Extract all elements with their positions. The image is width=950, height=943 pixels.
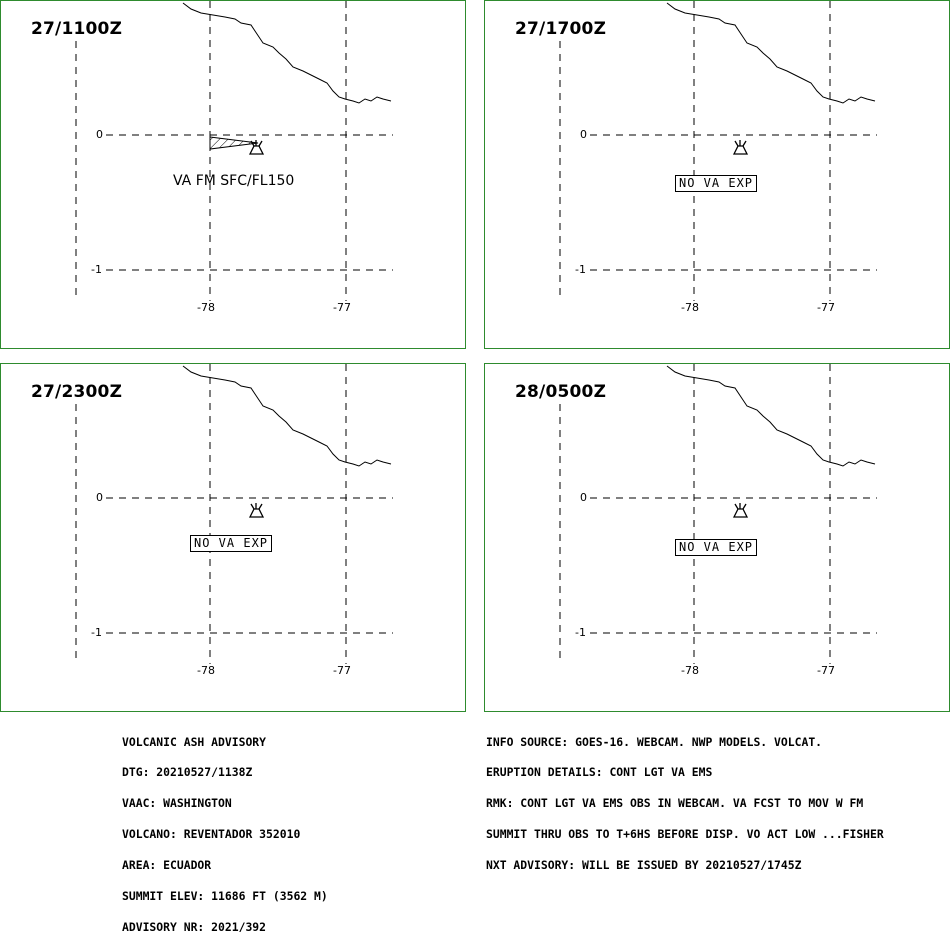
lat-label-0: 0 [96, 128, 103, 141]
panel-time: 28/0500Z [515, 382, 607, 402]
lon-label-77: -77 [817, 301, 835, 314]
forecast-panel-1: 27/1100Z 0 -1 -78 -77 VA FM SFC/FL150 [0, 0, 466, 349]
next-advisory: NXT ADVISORY: WILL BE ISSUED BY 20210527… [486, 858, 802, 873]
coastline [666, 2, 876, 104]
lon-label-78: -78 [681, 664, 699, 677]
advisory-number: ADVISORY NR: 2021/392 [122, 919, 267, 934]
coastline [182, 2, 392, 104]
panel-time: 27/1700Z [515, 19, 607, 39]
graticule [559, 364, 877, 664]
coastline [182, 365, 392, 467]
map-graphics [559, 364, 877, 664]
eruption-details: ERUPTION DETAILS: CONT LGT VA EMS [486, 765, 713, 780]
lat-label-1: -1 [91, 626, 102, 639]
no-va-expected-box: NO VA EXP [675, 175, 758, 192]
advisory-area: AREA: ECUADOR [122, 858, 212, 873]
forecast-panel-2: 27/1700Z 0 -1 -78 -77 NO VA EXP [484, 0, 950, 349]
remarks-line-1: RMK: CONT LGT VA EMS OBS IN WEBCAM. VA F… [486, 796, 864, 811]
graticule [75, 364, 393, 664]
lon-label-77: -77 [333, 664, 351, 677]
advisory-header-block: VOLCANIC ASH ADVISORY DTG: 20210527/1138… [122, 716, 328, 943]
lat-label-0: 0 [580, 128, 587, 141]
lon-label-78: -78 [197, 301, 215, 314]
ash-forecast-label: VA FM SFC/FL150 [173, 173, 295, 189]
panel-time: 27/2300Z [31, 382, 123, 402]
forecast-panel-4: 28/0500Z 0 -1 -78 -77 NO VA EXP [484, 363, 950, 712]
lat-label-1: -1 [91, 263, 102, 276]
volcano-icon [248, 503, 265, 518]
volcano-icon [732, 140, 749, 155]
graticule [559, 1, 877, 301]
advisory-summit-elev: SUMMIT ELEV: 11686 FT (3562 M) [122, 889, 328, 904]
no-va-expected-box: NO VA EXP [190, 535, 273, 552]
lat-label-1: -1 [575, 263, 586, 276]
info-source: INFO SOURCE: GOES-16. WEBCAM. NWP MODELS… [486, 734, 823, 749]
forecast-panel-3: 27/2300Z 0 -1 -78 -77 NO VA EXP [0, 363, 466, 712]
advisory-details-block: INFO SOURCE: GOES-16. WEBCAM. NWP MODELS… [486, 716, 884, 881]
map-graphics [559, 1, 877, 301]
map-graphics [75, 364, 393, 664]
map-graphics [75, 1, 393, 301]
no-va-expected-box: NO VA EXP [675, 539, 758, 556]
volcano-icon [732, 503, 749, 518]
graticule [75, 1, 393, 301]
lon-label-78: -78 [197, 664, 215, 677]
lon-label-77: -77 [817, 664, 835, 677]
advisory-vaac: VAAC: WASHINGTON [122, 796, 232, 811]
coastline [666, 365, 876, 467]
advisory-volcano: VOLCANO: REVENTADOR 352010 [122, 827, 301, 842]
lat-label-0: 0 [580, 491, 587, 504]
advisory-dtg: DTG: 20210527/1138Z [122, 765, 253, 780]
advisory-title: VOLCANIC ASH ADVISORY [122, 734, 267, 749]
lat-label-0: 0 [96, 491, 103, 504]
panel-time: 27/1100Z [31, 19, 123, 39]
lat-label-1: -1 [575, 626, 586, 639]
volcano-icon [248, 140, 265, 155]
ash-area [209, 136, 259, 150]
remarks-line-2: SUMMIT THRU OBS TO T+6HS BEFORE DISP. VO… [486, 827, 884, 842]
lon-label-77: -77 [333, 301, 351, 314]
lon-label-78: -78 [681, 301, 699, 314]
